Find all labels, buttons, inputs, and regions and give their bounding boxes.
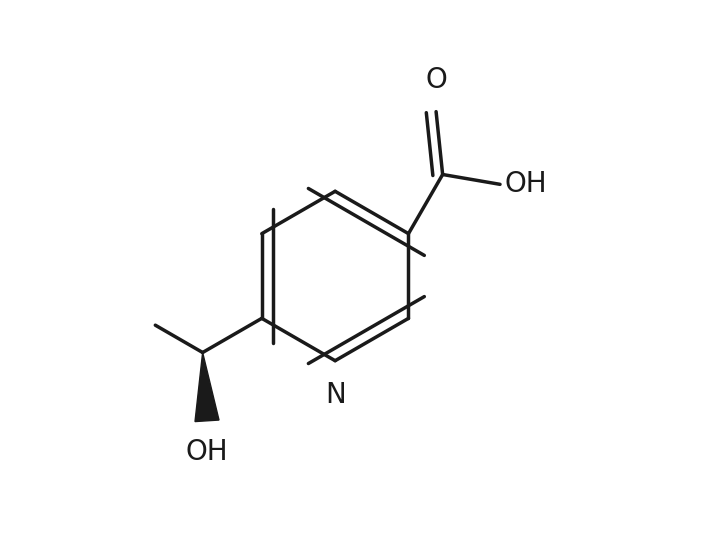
Text: OH: OH [186,438,228,466]
Text: O: O [426,66,447,94]
Text: OH: OH [504,171,547,198]
Text: N: N [325,381,346,410]
Polygon shape [195,353,219,422]
